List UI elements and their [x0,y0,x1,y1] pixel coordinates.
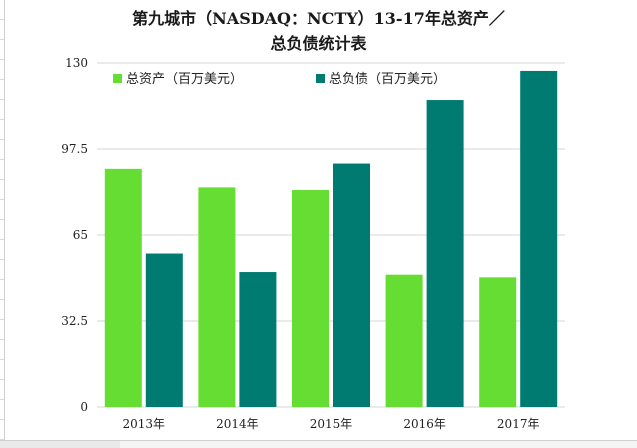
bar-assets [385,274,423,407]
x-tick-label: 2016年 [403,417,446,431]
x-axis-ticks: 2013年 2014年 2015年 2016年 2017年 [123,417,540,431]
bar-liabilities [333,163,370,407]
bar-assets [292,190,329,407]
bar-liabilities [426,100,464,408]
chart-title: 第九城市（NASDAQ：NCTY）13-17年总资产／ 总负债统计表 [20,6,617,56]
bar-assets [198,187,236,407]
y-axis-ticks: 0 32.5 65 97.5 130 [61,56,88,414]
x-tick-label: 2013年 [123,417,166,431]
chart-title-line-1: 第九城市（NASDAQ：NCTY）13-17年总资产／ [132,9,505,28]
legend: 总资产（百万美元） 总负债（百万美元） [113,72,446,87]
x-tick-label: 2015年 [310,417,353,431]
x-tick-label: 2014年 [216,417,259,431]
bar-assets [104,168,142,407]
legend-label: 总资产（百万美元） [126,72,243,87]
bar-liabilities [520,70,558,407]
y-tick-label: 65 [73,228,88,242]
bar-assets [479,277,517,407]
legend-swatch [316,74,325,83]
legend-swatch [113,74,122,83]
sheet-row-edge [0,0,5,447]
y-tick-label: 32.5 [61,314,88,328]
chart-title-line-2: 总负债统计表 [270,34,367,53]
bar-liabilities [239,272,277,407]
legend-label: 总负债（百万美元） [329,72,446,87]
x-tick-label: 2017年 [497,417,540,431]
y-tick-label: 97.5 [61,142,88,156]
y-tick-label: 0 [80,400,88,414]
bar-liabilities [145,253,183,407]
sheet-bottom-edge [0,440,637,448]
bars [104,70,558,408]
y-tick-label: 130 [65,56,88,70]
